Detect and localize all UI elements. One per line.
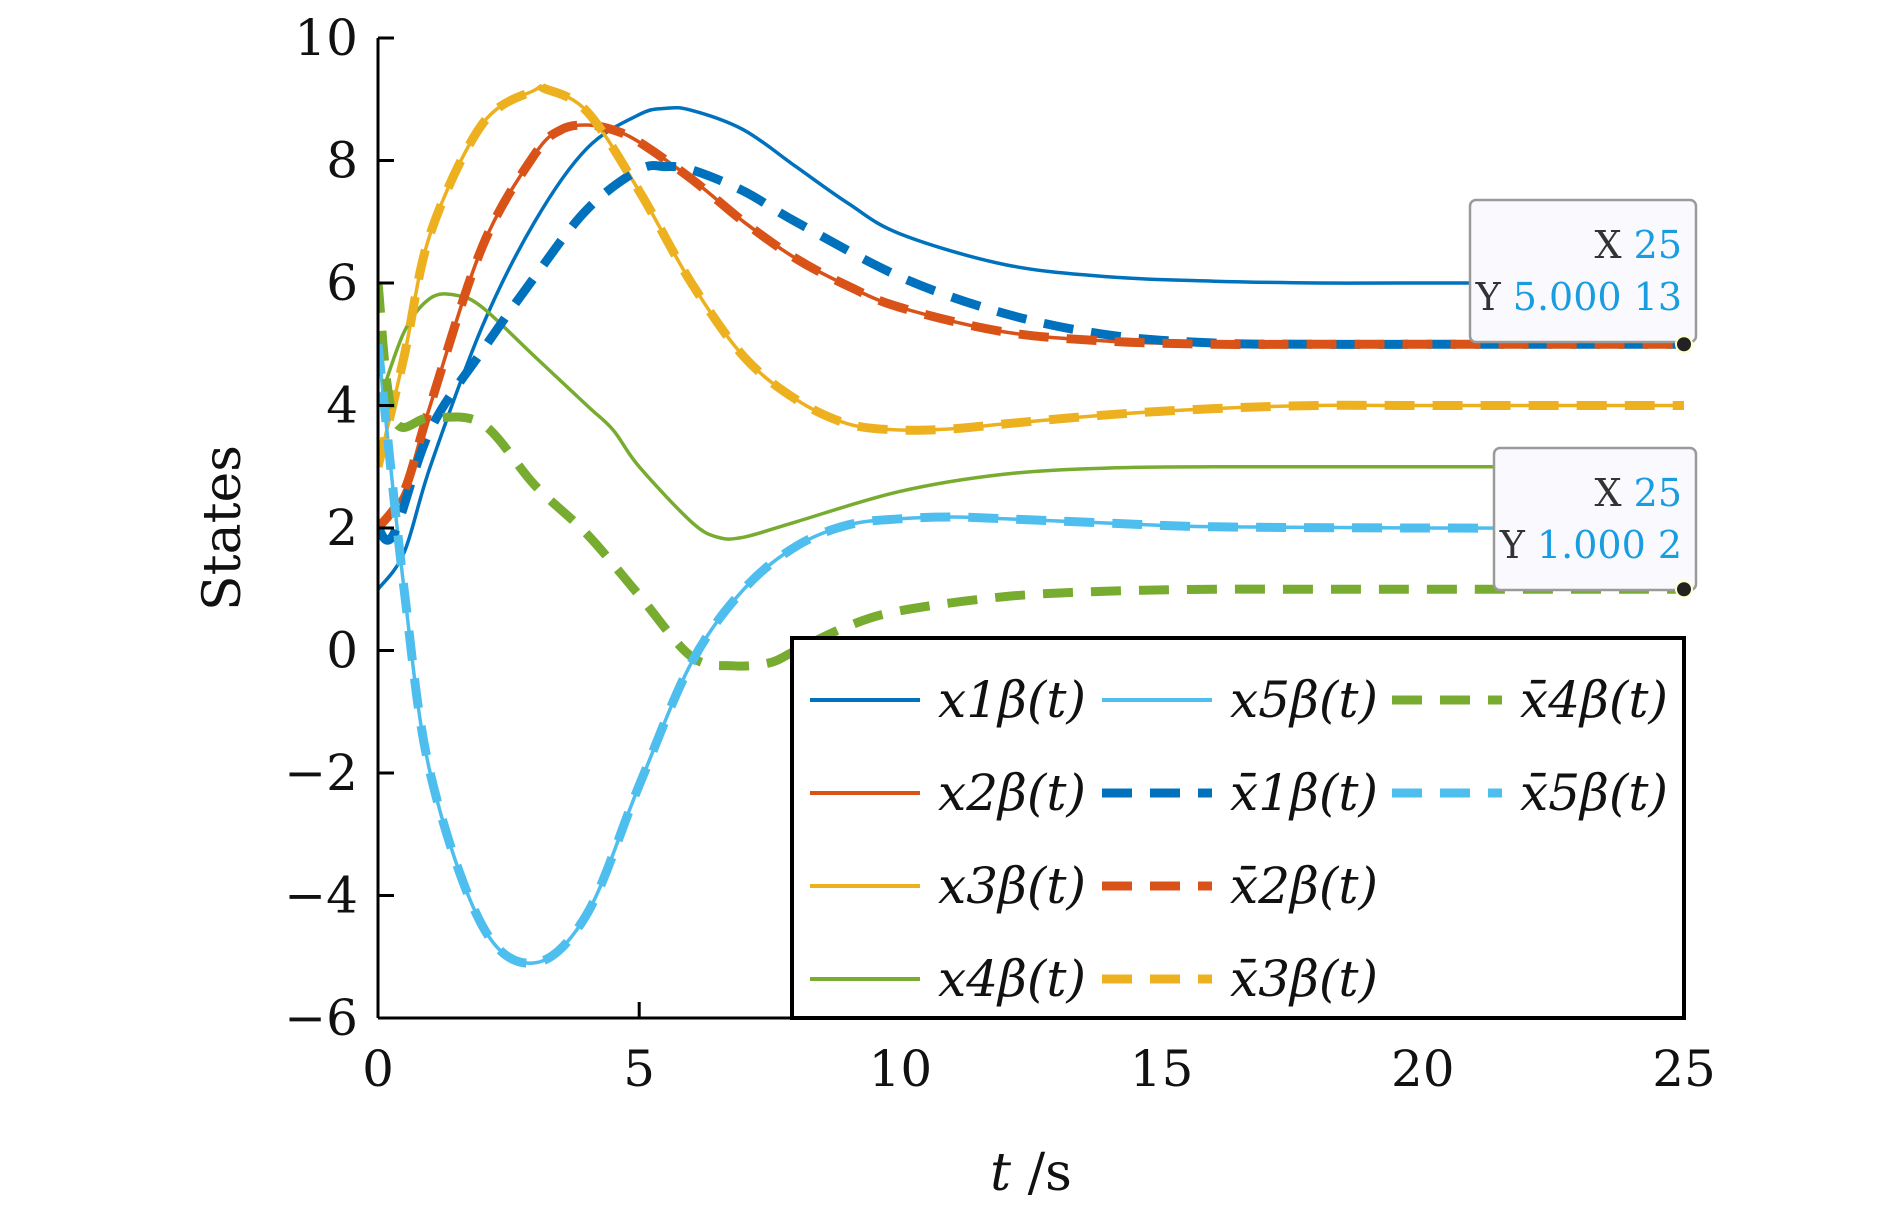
y-tick-label: 10: [294, 9, 358, 67]
series-line-8: [378, 81, 1684, 468]
y-tick-label: −4: [284, 867, 358, 925]
series-line-1: [378, 105, 1684, 591]
legend-entry-label: x̄2β(t): [1230, 857, 1378, 915]
x-tick-label: 20: [1391, 1040, 1455, 1098]
y-tick-label: −6: [284, 989, 358, 1047]
datatip-x-row: X 25: [1595, 223, 1683, 267]
y-tick-label: 8: [326, 132, 358, 190]
datatip-x-row: X 25: [1595, 471, 1683, 515]
legend-entry-label: x̄4β(t): [1520, 671, 1668, 729]
series-line-7: [378, 120, 1684, 531]
legend-entry-label: x3β(t): [938, 857, 1086, 915]
y-axis-label: States: [193, 445, 253, 611]
datatip-marker[interactable]: [1675, 580, 1693, 599]
legend-entry-label: x2β(t): [938, 764, 1086, 822]
datatip-y-row: Y 5.000 13: [1475, 275, 1682, 319]
legend-entry-label: x1β(t): [938, 671, 1086, 729]
legend-box: [790, 636, 1686, 1020]
x-axis-label: t /s: [990, 1143, 1072, 1203]
legend: x1β(t) x2β(t) x3β(t) x4β(t) x5β(t) x̄1β(t) x̄2…: [790, 636, 1686, 1020]
datatip-y-row: Y 1.000 2: [1499, 523, 1682, 567]
y-tick-label: 2: [326, 499, 358, 557]
datatips[interactable]: X 25 Y 5.000 13 X 25 Y 1.000 2: [1468, 198, 1698, 599]
datatip[interactable]: X 25 Y 1.000 2: [1492, 446, 1698, 599]
y-tick-label: 4: [326, 377, 358, 435]
datatip-box: [1468, 198, 1698, 344]
series-line-4: [378, 292, 1684, 541]
legend-entry-label: x̄1β(t): [1230, 764, 1378, 822]
x-tick-label: 10: [869, 1040, 933, 1098]
legend-entry-label: x̄3β(t): [1230, 950, 1378, 1008]
x-tick-label: 0: [362, 1040, 394, 1098]
datatip-marker[interactable]: [1675, 335, 1693, 354]
datatip[interactable]: X 25 Y 5.000 13: [1468, 198, 1698, 354]
series-layer: [378, 81, 1684, 968]
x-tick-label: 15: [1130, 1040, 1194, 1098]
datatip-box: [1492, 446, 1698, 592]
legend-entry-label: x5β(t): [1230, 671, 1378, 729]
x-tick-label: 5: [623, 1040, 655, 1098]
series-line-9: [378, 282, 1684, 671]
series-line-10: [378, 343, 1684, 968]
x-tick-label: 25: [1652, 1040, 1716, 1098]
y-tick-label: 0: [326, 622, 358, 680]
legend-entry-label: x̄5β(t): [1520, 764, 1668, 822]
y-tick-label: −2: [284, 744, 358, 802]
y-tick-label: 6: [326, 254, 358, 312]
series-line-6: [378, 160, 1684, 545]
legend-entry-label: x4β(t): [938, 950, 1086, 1008]
